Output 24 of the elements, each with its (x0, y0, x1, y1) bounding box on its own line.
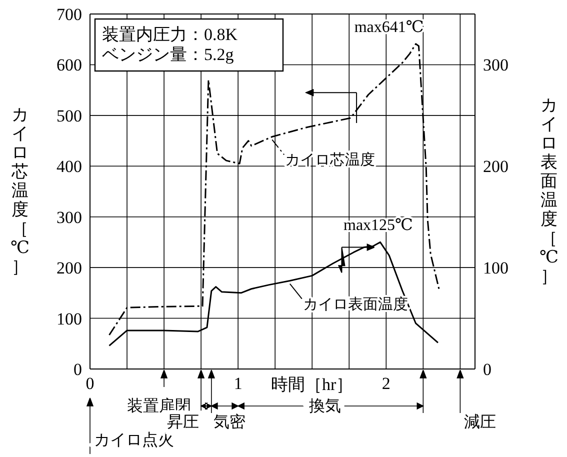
y-tick-label: 200 (56, 258, 82, 278)
y-tick-label: 400 (56, 157, 82, 176)
annotation: ベンジン量：5.2g (102, 45, 234, 64)
text: 減圧 (464, 413, 496, 431)
y2-tick-label: 0 (483, 360, 492, 380)
y-tick-label: 500 (56, 106, 82, 126)
y-tick-label: 100 (56, 309, 82, 328)
x-tick-label: 1 (234, 374, 242, 394)
text: カイロ表面温度［℃］ (539, 96, 559, 286)
text: 昇圧 (167, 414, 200, 431)
text: カイロ点火 (94, 431, 174, 449)
y-tick-label: 700 (56, 5, 82, 24)
x-tick-label: 0 (86, 374, 94, 394)
y2-tick-label: 300 (483, 56, 508, 75)
annotation: 装置内圧力：0.8K (102, 25, 238, 44)
y2-tick-label: 100 (483, 258, 508, 278)
y-tick-label: 0 (74, 360, 82, 380)
text: カイロ芯温度［℃］ (10, 105, 30, 276)
x-axis-title: 時間［hr］ (271, 375, 354, 394)
y-tick-label: 300 (56, 208, 82, 227)
y-tick-label: 600 (56, 56, 82, 75)
y2-tick-label: 200 (483, 157, 508, 176)
x-tick-label: 2 (382, 374, 390, 394)
text: 気密 (213, 413, 246, 431)
